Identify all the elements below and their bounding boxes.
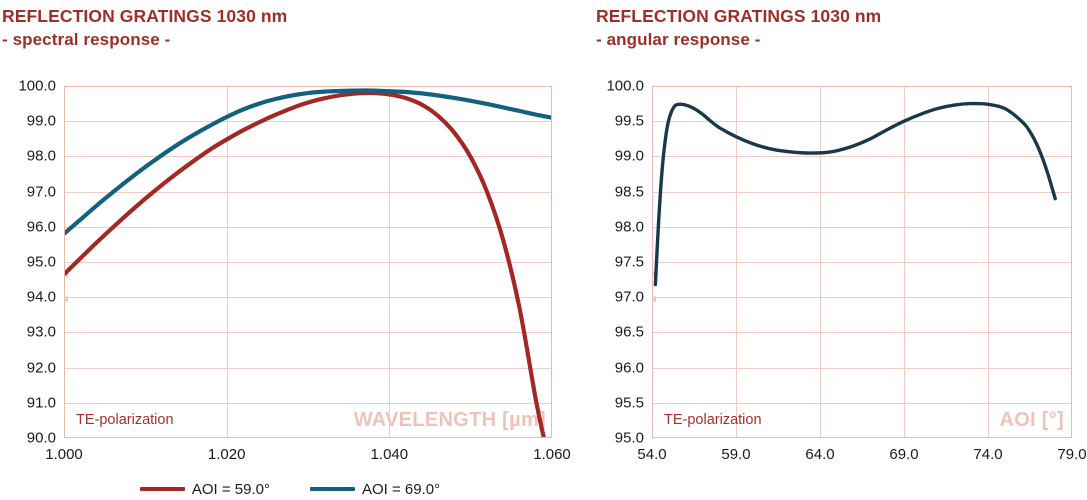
- chart-panel-spectral: REFLECTION GRATINGS 1030 nm - spectral r…: [2, 6, 571, 463]
- legend-swatch-icon: [139, 486, 185, 492]
- legend-swatch-icon: [310, 486, 355, 492]
- y-tick-label: 99.0: [614, 147, 644, 165]
- polarization-label-right: TE-polarization: [664, 412, 762, 428]
- legend-item-0[interactable]: AOI = 59.0°: [139, 480, 270, 498]
- y-tick-label: 95.0: [26, 253, 56, 271]
- gridline-horizontal: [64, 156, 552, 158]
- gridline-horizontal: [64, 332, 552, 334]
- y-tick-label: 98.0: [614, 218, 644, 236]
- y-tick-label: 98.5: [614, 183, 644, 201]
- gridline-horizontal: [652, 262, 1072, 263]
- x-tick-label: 1.060: [533, 446, 571, 463]
- y-tick-label: 97.0: [26, 183, 56, 201]
- x-tick-label: 1.000: [45, 446, 83, 463]
- x-tick-label: 69.0: [889, 446, 919, 463]
- y-tick-label: 95.5: [614, 394, 644, 412]
- series-line: [653, 101, 1057, 287]
- chart-title-main-left: REFLECTION GRATINGS 1030 nm: [2, 6, 288, 26]
- gridline-vertical: [988, 86, 989, 438]
- y-tick-label: 96.0: [26, 218, 56, 236]
- plot-clip-right: EFFICIENCY [%] AOI [°] TE-polarization: [652, 86, 1072, 438]
- gridline-vertical: [904, 86, 905, 438]
- chart-title-sub-right: - angular response -: [596, 30, 761, 49]
- y-tick-label: 93.0: [26, 323, 56, 341]
- y-tick-label: 99.0: [26, 112, 56, 130]
- y-tick-label: 96.5: [614, 323, 644, 341]
- gridline-horizontal: [64, 121, 552, 123]
- y-tick-label: 91.0: [26, 394, 56, 412]
- gridline-horizontal: [652, 121, 1072, 123]
- y-tick-label: 92.0: [26, 359, 56, 377]
- x-tick-label: 1.040: [370, 446, 409, 463]
- gridline-horizontal: [652, 402, 1072, 404]
- y-tick-label: 97.0: [614, 288, 644, 306]
- x-axis-title-right: AOI [°]: [999, 409, 1064, 431]
- x-tick-label: 54.0: [637, 446, 667, 463]
- y-tick-label: 95.0: [614, 429, 644, 447]
- y-tick-label: 100.0: [606, 77, 644, 95]
- series-line: [64, 88, 552, 236]
- chart-title-main-right: REFLECTION GRATINGS 1030 nm: [596, 6, 882, 26]
- curves-angular: [653, 101, 1057, 287]
- x-tick-label: 64.0: [805, 446, 835, 463]
- y-tick-label: 90.0: [26, 429, 56, 447]
- gridline-horizontal: [64, 226, 552, 228]
- gridline-horizontal: [64, 367, 552, 369]
- y-tick-label: 94.0: [26, 288, 56, 306]
- x-tick-label: 59.0: [721, 446, 751, 463]
- gridline-horizontal: [652, 367, 1072, 369]
- gridline-vertical: [736, 86, 737, 438]
- x-axis-title-left: WAVELENGTH [µm]: [353, 409, 546, 431]
- x-tick-label: 79.0: [1057, 446, 1087, 463]
- y-tick-label: 98.0: [26, 147, 56, 165]
- legend-item-1[interactable]: AOI = 69.0°: [310, 481, 440, 498]
- gridline-vertical: [226, 86, 228, 438]
- gridline-horizontal: [64, 191, 552, 193]
- y-tick-label: 96.0: [614, 359, 644, 377]
- curves-spectral: [64, 88, 552, 438]
- gridline-horizontal: [652, 332, 1072, 334]
- plot-area-angular: EFFICIENCY [%] AOI [°] TE-polarization: [652, 86, 1072, 438]
- gridline-vertical: [389, 86, 391, 438]
- legend-label: AOI = 59.0°: [191, 480, 270, 498]
- x-tick-label: 1.020: [207, 446, 246, 463]
- y-tick-label: 99.5: [614, 112, 644, 130]
- chart-legend: AOI = 59.0° AOI = 69.0°: [0, 478, 580, 500]
- legend-label: AOI = 69.0°: [362, 480, 441, 498]
- series-line: [64, 90, 546, 438]
- polarization-label-left: TE-polarization: [76, 412, 174, 428]
- plot-area-spectral: EFFICIENCY [%] WAVELENGTH [µm] TE-polari…: [64, 86, 552, 438]
- gridline-horizontal: [64, 262, 552, 263]
- y-tick-label: 97.5: [614, 253, 644, 271]
- gridline-horizontal: [64, 402, 552, 404]
- gridline-horizontal: [652, 156, 1072, 158]
- chart-title-sub-left: - spectral response -: [2, 30, 171, 49]
- gridline-horizontal: [64, 297, 552, 299]
- gridline-horizontal: [652, 226, 1072, 228]
- gridline-horizontal: [652, 191, 1072, 193]
- y-tick-label: 100.0: [18, 77, 56, 95]
- plot-clip-left: EFFICIENCY [%] WAVELENGTH [µm] TE-polari…: [64, 86, 552, 438]
- gridline-horizontal: [652, 297, 1072, 299]
- x-tick-label: 74.0: [973, 446, 1003, 463]
- gridline-vertical: [820, 86, 821, 438]
- chart-panel-angular: REFLECTION GRATINGS 1030 nm - angular re…: [580, 0, 1087, 500]
